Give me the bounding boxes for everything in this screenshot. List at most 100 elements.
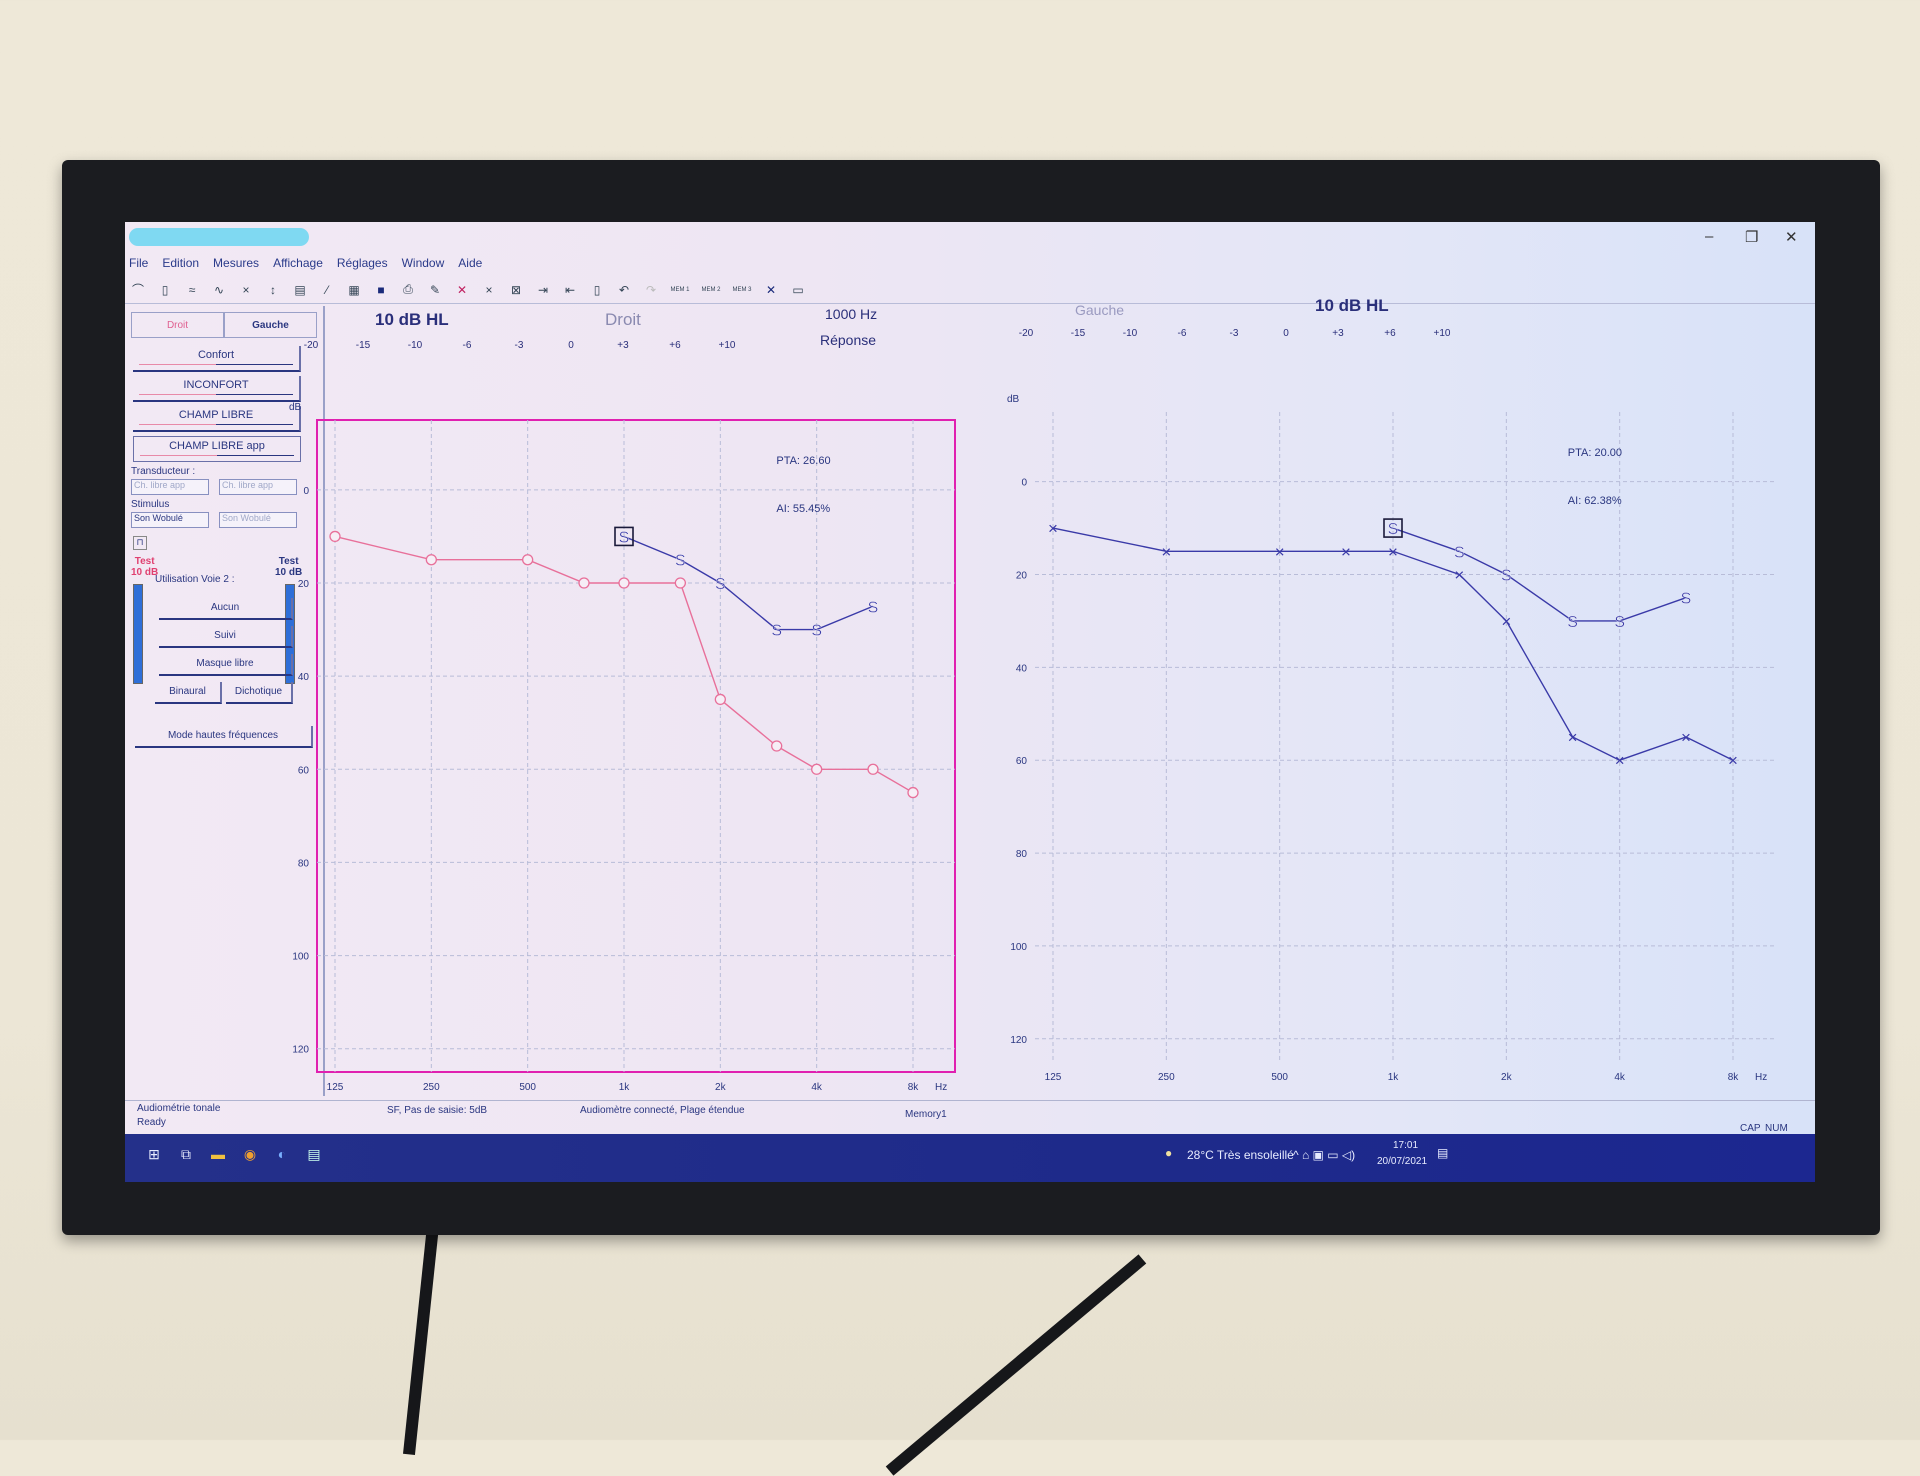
mode-inconfort-button[interactable]: INCONFORT [133, 376, 301, 402]
mask-scale-tick[interactable]: -15 [1070, 328, 1086, 339]
mask-scale-tick[interactable]: -6 [1177, 328, 1187, 339]
voie2-masque-button[interactable]: Masque libre [159, 654, 293, 676]
x-tick-label: 500 [1271, 1072, 1288, 1083]
mask-scale-tick[interactable]: -3 [1229, 328, 1239, 339]
graph-icon[interactable]: ▤ [294, 282, 306, 297]
data-point-s: S [1454, 544, 1465, 561]
transfer-right-icon[interactable]: ⇥ [537, 282, 549, 297]
undo-icon[interactable]: ↶ [618, 282, 630, 297]
data-point-s: S [1388, 521, 1399, 538]
clock-time[interactable]: 17:01 [1393, 1140, 1419, 1151]
open-icon[interactable]: ▦ [348, 282, 360, 297]
file-explorer-icon[interactable]: ▬ [211, 1146, 225, 1162]
headphone-icon[interactable]: ⌒ [131, 283, 144, 297]
mask-scale-tick[interactable]: -6 [462, 340, 472, 351]
delete-point-icon[interactable]: ✕ [456, 282, 468, 297]
menu-affichage[interactable]: Affichage [273, 256, 323, 270]
mask-scale-tick[interactable]: -10 [407, 340, 423, 351]
transducteur-select-left[interactable]: Ch. libre app [131, 479, 209, 495]
audiometry-app-icon[interactable]: ▤ [307, 1146, 321, 1162]
delete-small-icon[interactable]: × [485, 282, 493, 297]
delete-all-icon[interactable]: ⊠ [510, 282, 522, 297]
mask-scale-tick[interactable]: +3 [1332, 328, 1344, 339]
mask-scale-tick[interactable]: 0 [568, 340, 574, 351]
audiogram-droit[interactable]: dB 0 20 40 60 80 100 120 125 250 500 1k 2k 4k 8k Hz PTA:… [275, 362, 975, 1102]
hf-mode-button[interactable]: Mode hautes fréquences [135, 726, 313, 748]
mode-champ-libre-app-button[interactable]: CHAMP LIBRE app [133, 436, 301, 462]
close-button[interactable]: ✕ [1785, 229, 1798, 246]
clock-date[interactable]: 20/07/2021 [1377, 1156, 1428, 1167]
save-icon[interactable]: ■ [377, 282, 385, 297]
marker-icon[interactable]: × [242, 282, 250, 297]
restore-button[interactable]: ❐ [1745, 229, 1759, 246]
data-point-s: S [811, 623, 822, 640]
voie2-aucun-button[interactable]: Aucun [159, 598, 293, 620]
data-point-x: × [1454, 566, 1464, 585]
data-point-circle [522, 554, 534, 566]
mask-scale-tick[interactable]: -10 [1122, 328, 1138, 339]
tab-gauche[interactable]: Gauche [224, 312, 317, 338]
notification-icon[interactable]: ▤ [1437, 1146, 1449, 1160]
audiogram-gauche[interactable]: dB 0 20 40 60 80 100 120 125 250 500 1k 2k 4k 8k Hz PTA:… [985, 352, 1805, 1092]
mask-scale-tick[interactable]: -15 [355, 340, 371, 351]
pulse-icon[interactable]: ⊓ [133, 536, 147, 550]
mem2-button[interactable]: MEM 2 [701, 286, 721, 293]
y-tick-label: 60 [1016, 756, 1028, 767]
binaural-button[interactable]: Binaural [155, 682, 222, 704]
menu-reglages[interactable]: Réglages [336, 256, 388, 270]
db-icon[interactable]: ↕ [270, 282, 276, 297]
mask-scale-tick[interactable]: +10 [1433, 328, 1451, 339]
stimulus-select-left[interactable]: Son Wobulé [131, 512, 209, 528]
transducteur-select-right[interactable]: Ch. libre app [219, 479, 297, 495]
tab-droit[interactable]: Droit [131, 312, 224, 338]
app-icon[interactable]: ◐ [277, 1146, 287, 1162]
mask-scale-tick[interactable]: +6 [669, 340, 681, 351]
y-tick-label: 20 [298, 579, 310, 590]
windows-start-icon[interactable]: ⊞ [148, 1146, 160, 1162]
tray-icons[interactable]: ^ ⌂ ▣ ▭ ◁) [1293, 1148, 1356, 1162]
dichotique-button[interactable]: Dichotique [226, 682, 293, 704]
slash-icon[interactable]: ⁄ [325, 282, 328, 297]
weather-text[interactable]: 28°C Très ensoleillé [1187, 1148, 1294, 1162]
mask-scale-tick[interactable]: +10 [718, 340, 736, 351]
data-point-x: × [1341, 542, 1351, 561]
curve-icon[interactable]: ∿ [213, 282, 225, 297]
mode-confort-button[interactable]: Confort [133, 346, 301, 372]
data-point-x: × [1388, 542, 1398, 561]
window-icon[interactable]: ▭ [792, 282, 804, 297]
print-icon[interactable]: ⎙ [403, 282, 413, 296]
pen-icon[interactable]: ✎ [429, 282, 441, 297]
minimize-button[interactable]: – [1705, 228, 1714, 245]
mask-scale-tick[interactable]: +3 [617, 340, 629, 351]
mode-champ-libre-button[interactable]: CHAMP LIBRE [133, 406, 301, 432]
menu-mesures[interactable]: Mesures [213, 256, 260, 270]
menu-edition[interactable]: Edition [162, 256, 200, 270]
status-cap: CAP [1740, 1123, 1761, 1134]
menu-file[interactable]: File [129, 256, 149, 270]
mask-scale-tick[interactable]: 0 [1283, 328, 1289, 339]
mem1-button[interactable]: MEM 1 [670, 286, 690, 293]
series-line [623, 535, 874, 631]
mask-scale-tick[interactable]: -20 [303, 340, 319, 351]
level-slider-right[interactable] [285, 584, 295, 684]
mask-scale-tick[interactable]: +6 [1384, 328, 1396, 339]
chrome-icon[interactable]: ◉ [243, 1146, 257, 1162]
menu-aide[interactable]: Aide [458, 256, 483, 270]
voie2-label: Utilisation Voie 2 : [155, 574, 235, 585]
ai-value: AI: 62.38% [1568, 495, 1622, 507]
redo-icon[interactable]: ↷ [645, 282, 657, 297]
level-slider-left[interactable] [133, 584, 143, 684]
mask-scale-tick[interactable]: -3 [514, 340, 524, 351]
x-tick-label: 250 [423, 1082, 440, 1093]
task-view-icon[interactable]: ⧉ [181, 1146, 191, 1162]
mem3-button[interactable]: MEM 3 [732, 286, 752, 293]
close-x-icon[interactable]: ✕ [765, 282, 777, 297]
page-icon[interactable]: ▯ [593, 282, 601, 297]
transfer-left-icon[interactable]: ⇤ [564, 282, 576, 297]
stimulus-select-right[interactable]: Son Wobulé [219, 512, 297, 528]
mask-scale-tick[interactable]: -20 [1018, 328, 1034, 339]
menu-window[interactable]: Window [401, 256, 445, 270]
voie2-suivi-button[interactable]: Suivi [159, 626, 293, 648]
bone-icon[interactable]: ▯ [161, 282, 169, 297]
sisi-icon[interactable]: ≈ [188, 282, 196, 297]
